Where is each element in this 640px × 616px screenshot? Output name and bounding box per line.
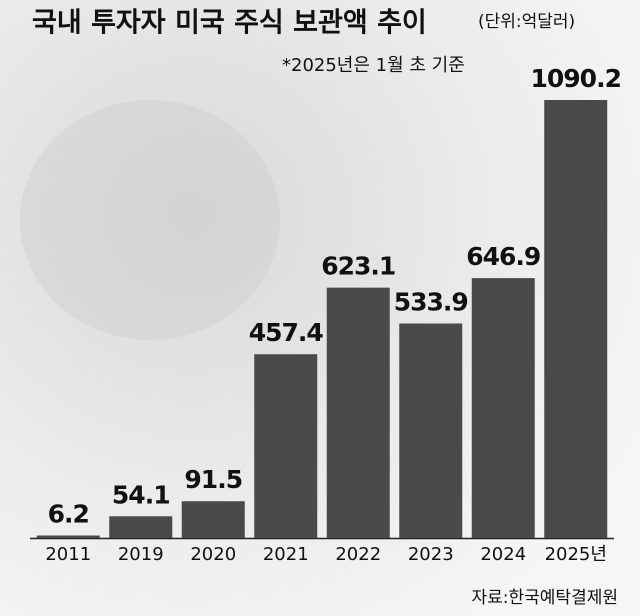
chart-title: 국내 투자자 미국 주식 보관액 추이: [32, 8, 427, 39]
background-portrait: [20, 100, 280, 340]
x-tick-label: 2021: [263, 544, 309, 565]
value-label: 457.4: [249, 318, 324, 347]
x-tick-label: 2011: [45, 544, 91, 565]
x-tick-label: 2020: [190, 544, 236, 565]
x-tick-label: 2024: [480, 544, 526, 565]
value-label: 533.9: [394, 287, 468, 316]
x-tick-label: 2025년: [545, 544, 607, 565]
value-label: 6.2: [48, 500, 89, 529]
unit-label: (단위:억달러): [478, 12, 575, 32]
bar: [36, 535, 100, 538]
value-label: 54.1: [112, 480, 170, 509]
value-label: 646.9: [466, 242, 540, 271]
value-label: 1090.2: [531, 64, 621, 93]
chart-subtitle: *2025년은 1월 초 기준: [282, 55, 465, 76]
x-tick-label: 2022: [335, 544, 381, 565]
bar: [544, 100, 608, 538]
x-tick-label: 2023: [408, 544, 454, 565]
bar: [326, 287, 390, 538]
bar: [471, 278, 535, 538]
source: 자료:한국예탁결제원: [472, 588, 619, 608]
bar: [109, 516, 173, 538]
value-label: 91.5: [184, 465, 242, 494]
value-label: 623.1: [321, 252, 395, 281]
x-tick-label: 2019: [118, 544, 164, 565]
bar: [254, 354, 318, 538]
bar: [399, 323, 463, 538]
bar: [181, 501, 245, 538]
